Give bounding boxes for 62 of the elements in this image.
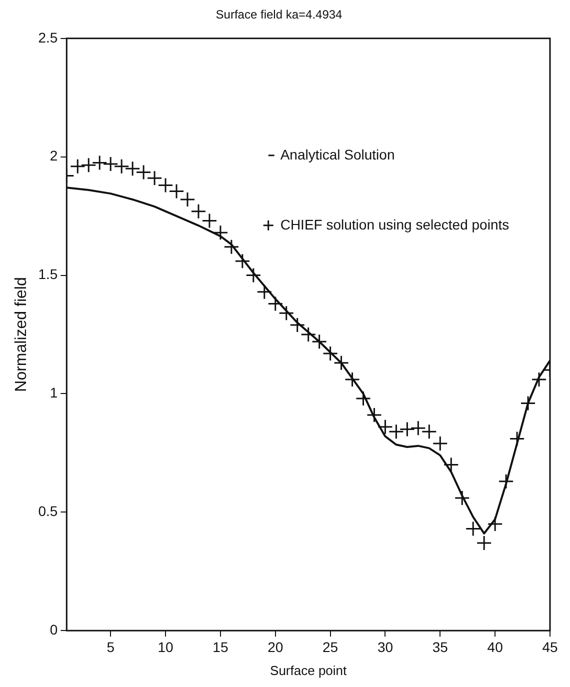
point [224, 239, 240, 255]
point [158, 178, 174, 194]
x-tick-label: 35 [432, 638, 448, 655]
y-axis-title: Normalized field [13, 277, 30, 392]
y-tick-label: 2.5 [38, 29, 58, 46]
point [465, 520, 481, 536]
point [432, 436, 448, 452]
point [443, 457, 459, 473]
chart-title: Surface field ka=4.4934 [216, 8, 343, 22]
point [509, 430, 525, 446]
x-tick-label: 5 [106, 638, 115, 655]
point [114, 158, 130, 174]
y-tick-label: 1 [50, 384, 58, 401]
y-tick-label: 0.5 [38, 503, 58, 520]
point [334, 355, 350, 371]
point [268, 296, 284, 312]
point [124, 160, 140, 176]
point [356, 390, 372, 406]
point [102, 156, 118, 172]
point [498, 474, 514, 490]
point [388, 424, 404, 440]
x-axis-title: Surface point [270, 662, 348, 678]
point [80, 157, 96, 173]
point [168, 183, 184, 199]
point [290, 317, 306, 333]
point [410, 420, 426, 436]
legend-label: Analytical Solution [280, 146, 395, 162]
legend-label: CHIEF solution using selected points [280, 216, 510, 232]
point [180, 192, 196, 208]
point [377, 419, 393, 435]
point [531, 372, 547, 388]
y-tick-label: 1.5 [38, 266, 58, 282]
point [322, 346, 338, 362]
x-tick-label: 45 [542, 638, 558, 655]
point [70, 158, 86, 174]
point [234, 253, 250, 269]
point [300, 326, 316, 342]
point [366, 407, 382, 423]
point [212, 224, 228, 240]
point [256, 284, 272, 300]
point [520, 395, 536, 411]
point [92, 155, 108, 171]
x-tick-label: 10 [158, 638, 174, 655]
point [202, 213, 218, 229]
x-tick-label: 25 [322, 638, 338, 655]
point [312, 334, 328, 350]
point [476, 535, 492, 551]
x-tick-label: 15 [212, 638, 228, 655]
point [399, 422, 415, 437]
point [454, 490, 470, 506]
x-tick-label: 30 [377, 638, 394, 655]
y-tick-label: 0 [50, 621, 58, 638]
point [136, 164, 152, 180]
point [344, 372, 360, 388]
point [246, 268, 262, 284]
x-tick-label: 20 [268, 638, 284, 655]
point [190, 204, 206, 220]
point [278, 305, 294, 321]
point [421, 424, 437, 440]
point [146, 170, 162, 186]
x-tick-label: 40 [487, 638, 504, 655]
y-tick-label: 2 [50, 148, 58, 164]
